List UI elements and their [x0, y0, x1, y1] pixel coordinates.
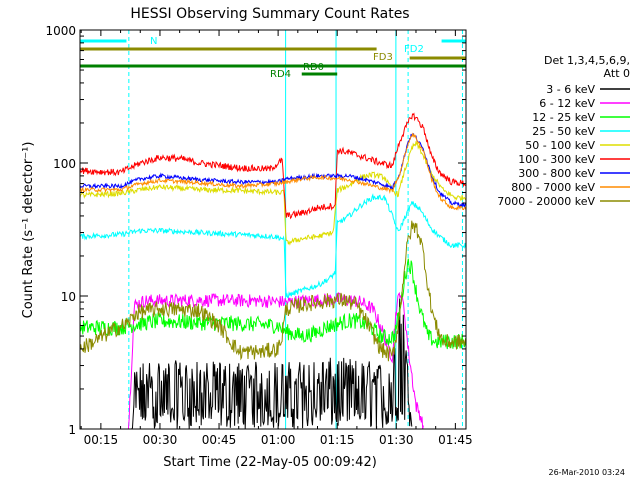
state-bar-label-fd2: FD2	[404, 44, 424, 55]
x-tick-label-01-45: 01:45	[438, 433, 473, 447]
series-line-7000-20000-kev	[79, 220, 467, 362]
series-line-800-7000-kev	[80, 132, 467, 211]
series-line-50-100-kev	[79, 141, 467, 246]
x-tick-label-01-00: 01:00	[261, 433, 296, 447]
legend-label-100-300-kev: 100 - 300 keV	[518, 153, 595, 166]
x-axis-label: Start Time (22-May-05 00:09:42)	[163, 455, 377, 470]
y-tick-label-10: 10	[61, 290, 76, 304]
y-axis-label: Count Rate (s⁻¹ detector⁻¹)	[21, 142, 36, 319]
legend-label-12-25-kev: 12 - 25 keV	[532, 111, 595, 124]
legend-header-line-1: Att 0	[604, 67, 630, 80]
chart-title: HESSI Observing Summary Count Rates	[130, 6, 409, 22]
state-bar-label-n: N	[150, 36, 157, 47]
legend-label-800-7000-kev: 800 - 7000 keV	[511, 181, 595, 194]
axes-layer: 00:15 00:30 00:45 01:00 01:15 01:30 01:45 1 10 10…	[45, 24, 472, 447]
legend-label-6-12-kev: 6 - 12 keV	[539, 97, 595, 110]
legend-header-line-0: Det 1,3,4,5,6,9,	[544, 54, 630, 67]
x-tick-label-00-15: 00:15	[84, 433, 119, 447]
plot-frame	[79, 29, 467, 430]
y-tick-label-100: 100	[53, 157, 76, 171]
series-line-6-12-kev	[127, 291, 424, 430]
legend-label-25-50-kev: 25 - 50 keV	[532, 125, 595, 138]
y-tick-label-1000: 1000	[45, 24, 76, 38]
legend-label-3-6-kev: 3 - 6 keV	[546, 83, 595, 96]
state-bar-label-fd3: FD3	[373, 52, 393, 63]
x-tick-label-00-30: 00:30	[143, 433, 178, 447]
x-tick-label-00-45: 00:45	[202, 433, 237, 447]
footer-date: 26-Mar-2010 03:24	[549, 468, 626, 477]
x-tick-label-01-30: 01:30	[379, 433, 414, 447]
legend-label-50-100-kev: 50 - 100 keV	[525, 139, 595, 152]
series-line-25-50-kev	[79, 193, 467, 299]
legend-label-7000-20000-kev: 7000 - 20000 keV	[497, 195, 595, 208]
state-bar-label-rd4: RD4	[270, 69, 291, 80]
y-tick-label-1: 1	[68, 423, 76, 437]
x-tick-label-01-15: 01:15	[320, 433, 355, 447]
state-bar-label-rd0: RD0	[303, 62, 324, 73]
legend-label-300-800-kev: 300 - 800 keV	[518, 167, 595, 180]
series-line-3-6-kev	[80, 298, 413, 430]
series-line-100-300-kev	[79, 112, 467, 220]
series-layer	[79, 112, 467, 430]
